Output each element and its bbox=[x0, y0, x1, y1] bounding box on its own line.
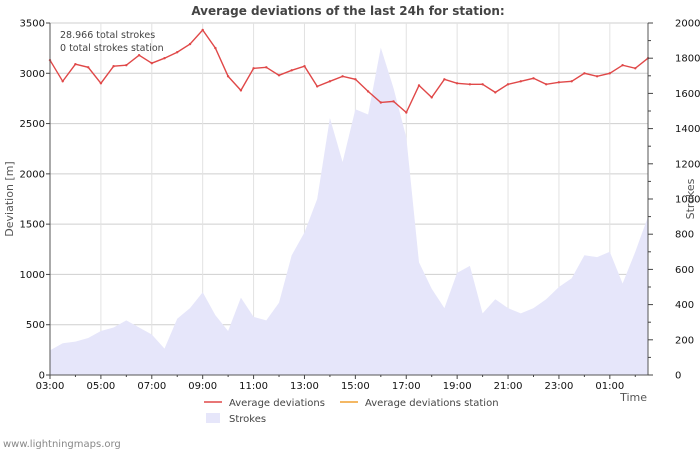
avg-deviation-point bbox=[74, 62, 77, 66]
y-right-ticks: 0 200 400 600 800 1000 1200 1400 1600 1800 2000 bbox=[648, 19, 700, 382]
avg-deviation-point bbox=[354, 78, 357, 81]
avg-deviation-point bbox=[214, 46, 217, 50]
avg-deviation-point bbox=[430, 96, 433, 99]
y-left-label: Deviation [m] bbox=[3, 161, 16, 236]
avg-deviation-point bbox=[570, 80, 573, 83]
x-ticks: 03:00 05:00 07:00 09:00 11:00 13:00 15:00 17:00… bbox=[36, 375, 636, 392]
x-tick-label: 07:00 bbox=[137, 381, 166, 392]
avg-deviation-point bbox=[328, 80, 332, 83]
y-left-tick-label: 2500 bbox=[20, 119, 45, 130]
y-right-tick-label: 2000 bbox=[675, 19, 700, 30]
avg-deviation-point bbox=[150, 62, 153, 65]
x-tick-label: 09:00 bbox=[188, 381, 217, 392]
avg-deviation-point bbox=[188, 42, 192, 46]
x-tick-label: 13:00 bbox=[290, 381, 319, 392]
avg-deviation-point bbox=[61, 80, 64, 83]
x-tick-label: 21:00 bbox=[494, 381, 523, 392]
avg-deviation-point bbox=[112, 65, 115, 68]
x-tick-label: 05:00 bbox=[86, 381, 115, 392]
y-right-tick-label: 1600 bbox=[675, 89, 700, 100]
avg-deviation-point bbox=[303, 65, 306, 68]
avg-deviation-point bbox=[417, 84, 421, 87]
y-right-tick-label: 0 bbox=[675, 371, 681, 382]
deviation-line-layer bbox=[48, 28, 650, 114]
avg-deviation-point bbox=[519, 80, 522, 83]
y-right-tick-label: 200 bbox=[675, 335, 694, 346]
legend-label-avg-deviations: Average deviations bbox=[229, 398, 325, 409]
y-right-tick-label: 1400 bbox=[675, 124, 700, 135]
avg-deviation-point bbox=[379, 101, 382, 104]
legend-label-avg-deviations-station: Average deviations station bbox=[365, 398, 499, 409]
y-right-tick-label: 1000 bbox=[675, 195, 700, 206]
avg-deviation-point bbox=[265, 66, 268, 69]
y-right-label: Strokes bbox=[684, 178, 697, 219]
source-link[interactable]: www.lightningmaps.org bbox=[3, 439, 121, 450]
avg-deviation-point bbox=[226, 75, 230, 78]
legend-label-strokes: Strokes bbox=[229, 414, 266, 425]
avg-deviation-point bbox=[137, 54, 141, 57]
x-tick-label: 15:00 bbox=[341, 381, 370, 392]
legend: Average deviations Average deviations st… bbox=[204, 398, 499, 425]
avg-deviation-point bbox=[595, 75, 599, 78]
avg-deviation-point bbox=[366, 90, 370, 93]
legend-swatch-strokes bbox=[206, 413, 220, 423]
avg-deviation-point bbox=[468, 83, 472, 86]
y-right-tick-label: 1200 bbox=[675, 159, 700, 170]
x-axis-label: Time bbox=[619, 391, 647, 404]
avg-deviation-point bbox=[621, 63, 624, 67]
avg-deviation-point bbox=[176, 51, 179, 54]
avg-deviation-point bbox=[634, 67, 637, 70]
y-right-tick-label: 600 bbox=[675, 265, 694, 276]
y-left-tick-label: 500 bbox=[26, 320, 45, 331]
y-left-tick-label: 2000 bbox=[20, 169, 45, 180]
avg-deviation-point bbox=[290, 69, 293, 72]
y-right-tick-label: 1800 bbox=[675, 54, 700, 65]
avg-deviations-line bbox=[49, 28, 649, 114]
strokes-area bbox=[50, 47, 648, 375]
y-right-tick-label: 800 bbox=[675, 230, 694, 241]
x-tick-label: 17:00 bbox=[392, 381, 421, 392]
y-left-tick-label: 1500 bbox=[20, 220, 45, 231]
avg-deviation-point bbox=[201, 28, 204, 32]
x-tick-label: 23:00 bbox=[545, 381, 574, 392]
x-tick-label: 19:00 bbox=[443, 381, 472, 392]
info-station-strokes: 0 total strokes station bbox=[60, 43, 164, 54]
y-left-tick-label: 3000 bbox=[20, 69, 45, 80]
x-tick-label: 03:00 bbox=[36, 381, 65, 392]
avg-deviation-point bbox=[125, 63, 128, 67]
avg-deviation-point bbox=[494, 91, 497, 94]
y-right-tick-label: 400 bbox=[675, 300, 694, 311]
avg-deviation-point bbox=[405, 111, 408, 114]
avg-deviation-point bbox=[557, 81, 561, 84]
y-left-tick-label: 0 bbox=[39, 371, 45, 382]
y-left-tick-label: 1000 bbox=[20, 270, 45, 281]
avg-deviation-point bbox=[608, 72, 611, 75]
avg-deviation-point bbox=[545, 83, 548, 86]
avg-deviation-point bbox=[583, 72, 586, 75]
info-total-strokes: 28.966 total strokes bbox=[60, 30, 155, 41]
y-left-ticks: 0 500 1000 1500 2000 2500 3000 3500 bbox=[20, 19, 50, 382]
avg-deviation-point bbox=[455, 82, 459, 85]
avg-deviation-point bbox=[481, 83, 484, 86]
avg-deviation-point bbox=[252, 67, 255, 70]
avg-deviation-point bbox=[99, 82, 103, 85]
x-tick-label: 11:00 bbox=[239, 381, 268, 392]
avg-deviation-point bbox=[87, 66, 90, 69]
avg-deviation-point bbox=[277, 74, 281, 77]
avg-deviation-point bbox=[163, 57, 166, 60]
avg-deviation-point bbox=[239, 89, 243, 92]
avg-deviation-point bbox=[341, 75, 344, 78]
y-left-tick-label: 3500 bbox=[20, 19, 45, 30]
avg-deviation-point bbox=[443, 78, 446, 81]
strokes-area-layer bbox=[50, 47, 648, 375]
avg-deviation-point bbox=[316, 85, 319, 88]
x-tick-label: 01:00 bbox=[595, 381, 624, 392]
avg-deviation-point bbox=[532, 77, 535, 80]
chart-title: Average deviations of the last 24h for s… bbox=[191, 4, 504, 18]
avg-deviation-point bbox=[392, 100, 395, 103]
avg-deviation-point bbox=[506, 83, 510, 86]
